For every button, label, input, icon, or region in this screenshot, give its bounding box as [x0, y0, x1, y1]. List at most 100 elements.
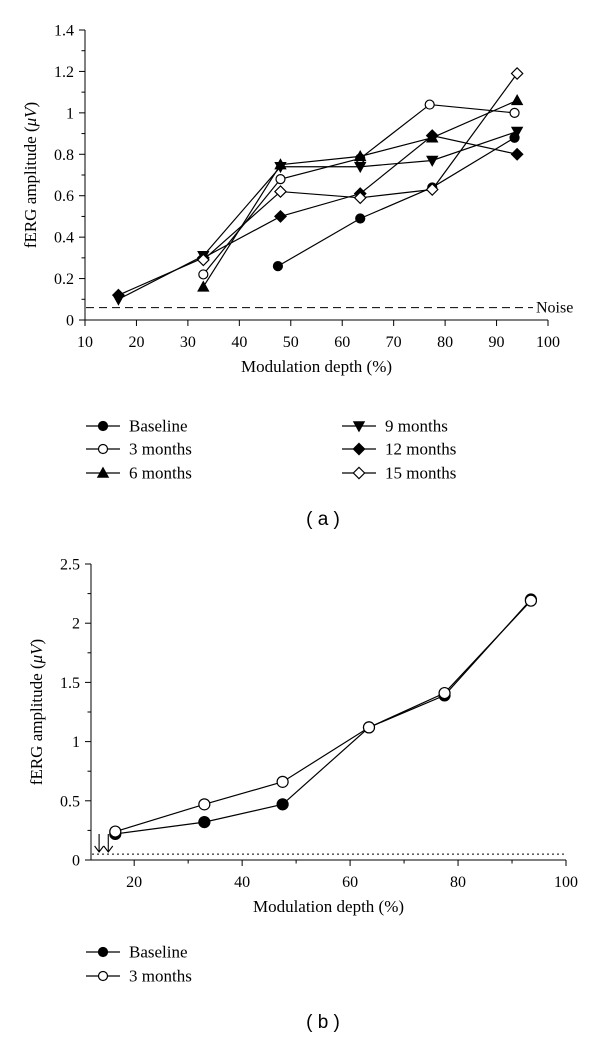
panel-a-legend-marker-9-months	[352, 421, 366, 433]
panel-b-point-3-months	[438, 686, 451, 700]
panel-a-point-baseline	[272, 261, 284, 272]
panel-b-y-tick-label: 2.5	[60, 557, 80, 574]
panel-a-y-tick-label: 0.6	[54, 188, 74, 205]
panel-a-x-tick-label: 100	[536, 334, 560, 351]
panel-b-y-tick-label: 0	[72, 853, 80, 870]
panel-a-y-tick-label: 1	[66, 105, 74, 122]
panel-a-x-tick-label: 10	[77, 334, 93, 351]
panel-b-point-3-months	[362, 721, 376, 734]
panel-b-legend-marker-3-months	[97, 970, 109, 982]
panel-b-down-arrow	[103, 834, 114, 853]
panel-b-y-axis-label-unit: μV	[27, 642, 46, 665]
panel-a-chart: 10 20 30 40 50 60 70 80 90 100 0 0.2 0.4 0.6 0.8 1 1.2 1.…	[21, 23, 573, 377]
panel-a-y-axis-label: fERG amplitude (μV)	[21, 102, 40, 248]
panel-a-label: ( a )	[306, 509, 340, 530]
panel-b-y-tick-label: 2	[72, 616, 80, 633]
panel-a-point-15-months	[353, 191, 367, 205]
panel-b-x-tick-label: 80	[450, 874, 466, 891]
panel-b-y-tick-label: 0.5	[60, 793, 80, 810]
panel-a-point-15-months	[510, 67, 524, 80]
panel-a-legend: Baseline 3 months 6 months 9 months 12 month…	[86, 417, 456, 483]
panel-a-point-12-months	[111, 288, 125, 302]
panel-a-point-15-months	[425, 183, 439, 196]
panel-a-x-tick-label: 90	[489, 334, 505, 351]
panel-a-y-tick-label: 0	[66, 313, 74, 330]
panel-b-y-axis-label-text: fERG amplitude (	[27, 663, 46, 785]
panel-b-down-arrow	[94, 834, 105, 853]
panel-b-point-3-months	[524, 594, 538, 607]
panel-a-legend-label-15-months: 15 months	[385, 464, 456, 483]
panel-a-legend-label-6-months: 6 months	[129, 464, 192, 483]
panel-b-x-tick-label: 100	[554, 874, 578, 891]
panel-a-y-tick-label: 1.2	[54, 64, 74, 81]
panel-a-y-axis-label-text: fERG amplitude (	[21, 126, 40, 248]
panel-a-y-tick-label: 0.2	[54, 271, 74, 288]
panel-a-point-15-months	[196, 253, 210, 267]
panel-b-series-line-3-months	[115, 600, 532, 833]
panel-b-x-tick-label: 60	[342, 874, 358, 891]
panel-b-legend: Baseline 3 months	[86, 943, 192, 986]
panel-a-noise-label: Noise	[536, 300, 573, 317]
panel-a-x-tick-label: 40	[231, 334, 247, 351]
panel-a-y-axis-label-unit: μV	[21, 105, 40, 128]
panel-a-y-tick-label: 0.8	[54, 147, 74, 164]
panel-a-legend-marker-6-months	[96, 466, 110, 478]
panel-a-x-axis-label: Modulation depth (%)	[241, 357, 392, 376]
panel-b-legend-label-baseline: Baseline	[129, 943, 188, 962]
panel-a-y-tick-label: 1.4	[54, 23, 74, 40]
panel-b-x-tick-label: 20	[126, 874, 142, 891]
panel-a-legend-marker-3-months	[97, 443, 109, 455]
panel-a-point-6-months	[197, 280, 210, 292]
panel-a-x-tick-label: 60	[334, 334, 350, 351]
panel-a-point-12-months	[425, 129, 439, 143]
panel-b-y-tick-label: 1.5	[60, 675, 80, 692]
panel-a-x-tick-label: 70	[386, 334, 402, 351]
panel-a-point-6-months	[354, 149, 367, 162]
panel-a-series-line-12-months	[118, 134, 518, 296]
panel-a-legend-label-baseline: Baseline	[129, 417, 188, 436]
panel-a-x-tick-label: 20	[128, 334, 144, 351]
panel-b-y-axis-label: fERG amplitude (μV)	[27, 639, 46, 785]
panel-a-legend-label-3-months: 3 months	[129, 440, 192, 459]
panel-a-point-3-months	[275, 174, 286, 185]
panel-a-point-12-months	[274, 209, 287, 223]
panel-a-x-tick-label: 30	[180, 334, 196, 351]
panel-b-label: ( b )	[306, 1012, 340, 1033]
panel-a-point-9-months	[274, 161, 287, 174]
panel-a-series-line-9-months	[118, 130, 518, 300]
panel-a-x-tick-label: 50	[283, 334, 299, 351]
panel-b-x-tick-label: 40	[234, 874, 250, 891]
panel-b-legend-marker-baseline	[97, 946, 109, 958]
panel-a-point-6-months	[510, 94, 524, 106]
panel-a-x-tick-label: 80	[437, 334, 453, 351]
panel-a-point-9-months	[426, 155, 439, 167]
panel-a-y-axis-label-close: )	[21, 102, 40, 108]
panel-a-point-3-months	[424, 99, 435, 110]
panel-b-series-line-baseline	[115, 599, 532, 835]
panel-b-point-baseline	[198, 816, 211, 829]
panel-b-legend-label-3-months: 3 months	[129, 967, 192, 986]
panel-b-chart: 20 40 60 80 100 0 0.5 1 1.5 2 2.5 Modulation depth …	[27, 557, 578, 917]
panel-b-point-3-months	[276, 775, 289, 788]
panel-b-y-axis-label-close: )	[27, 639, 46, 645]
panel-b-x-axis-label: Modulation depth (%)	[253, 897, 404, 916]
panel-a-legend-marker-12-months	[352, 442, 366, 456]
panel-a-y-tick-label: 0.4	[54, 230, 74, 247]
panel-a-point-15-months	[274, 185, 287, 199]
panel-b-y-tick-label: 1	[72, 734, 80, 751]
panel-b-point-3-months	[198, 798, 211, 811]
panel-a-point-9-months	[354, 161, 367, 174]
panel-a-legend-marker-15-months	[352, 466, 366, 480]
panel-a-point-3-months	[509, 107, 520, 118]
panel-a-series-line-baseline	[277, 137, 515, 267]
panel-a-point-3-months	[198, 269, 209, 280]
panel-a-point-baseline	[355, 213, 366, 224]
panel-a-point-9-months	[510, 126, 524, 138]
panel-a-legend-label-9-months: 9 months	[385, 417, 448, 436]
panel-a-legend-label-12-months: 12 months	[385, 440, 456, 459]
panel-b-point-baseline	[276, 798, 289, 811]
panel-b-point-3-months	[109, 825, 122, 838]
panel-a-legend-marker-baseline	[97, 420, 109, 432]
panel-a-point-12-months	[510, 147, 524, 161]
